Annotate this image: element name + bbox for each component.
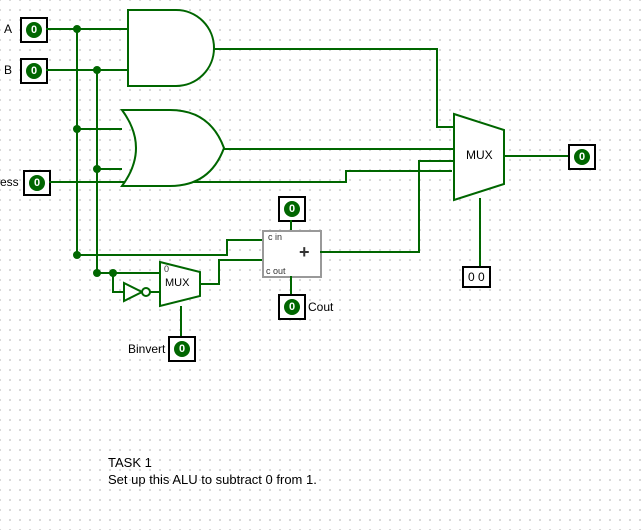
wire: [46, 28, 128, 30]
label-less: ess: [0, 175, 19, 189]
pin-a-value: 0: [26, 22, 42, 38]
pin-cin-value: 0: [284, 201, 300, 217]
wire: [96, 272, 160, 274]
adder: c in + c out: [262, 230, 322, 278]
pin-binvert-value: 0: [174, 341, 190, 357]
wire: [76, 254, 228, 256]
wire: [180, 306, 182, 336]
wire: [320, 251, 420, 253]
pin-b-value: 0: [26, 63, 42, 79]
not-gate: [122, 281, 152, 303]
label-b: B: [4, 63, 12, 77]
wire: [200, 283, 220, 285]
mux-big-label: MUX: [466, 148, 493, 162]
junction: [109, 269, 117, 277]
wire: [479, 198, 481, 266]
wire: [224, 148, 455, 150]
wire: [76, 28, 78, 256]
mux-small-label: MUX: [165, 277, 189, 289]
junction: [93, 269, 101, 277]
or-gate: [120, 108, 230, 188]
pin-cout-value: 0: [284, 299, 300, 315]
task-text: Set up this ALU to subtract 0 from 1.: [108, 472, 317, 487]
pin-result: 0: [568, 144, 596, 170]
junction: [93, 66, 101, 74]
wire: [504, 155, 568, 157]
wire: [226, 239, 263, 241]
mux-op-select-value: 0 0: [468, 270, 485, 284]
task-title: TASK 1: [108, 455, 152, 470]
pin-cout: 0: [278, 294, 306, 320]
wire: [218, 259, 220, 285]
adder-cin-label: c in: [268, 232, 282, 242]
pin-less[interactable]: 0: [23, 170, 51, 196]
wire: [345, 170, 452, 172]
junction: [73, 125, 81, 133]
wire: [418, 160, 420, 253]
wire: [418, 160, 453, 162]
wire: [226, 239, 228, 256]
wire: [214, 48, 438, 50]
pin-a[interactable]: 0: [20, 17, 48, 43]
mux-sel-0: 0: [164, 264, 169, 274]
adder-plus: +: [299, 242, 310, 263]
pin-cin[interactable]: 0: [278, 196, 306, 222]
pin-less-value: 0: [29, 175, 45, 191]
label-binvert: Binvert: [128, 342, 165, 356]
circuit-canvas: A 0 B 0 ess 0: [0, 0, 641, 530]
mux-op-select[interactable]: 0 0: [462, 266, 491, 288]
pin-b[interactable]: 0: [20, 58, 48, 84]
and-gate: [126, 8, 226, 88]
junction: [73, 251, 81, 259]
label-cout: Cout: [308, 300, 333, 314]
wire: [290, 276, 292, 294]
pin-binvert[interactable]: 0: [168, 336, 196, 362]
pin-result-value: 0: [574, 149, 590, 165]
junction: [93, 165, 101, 173]
wire: [46, 69, 128, 71]
junction: [73, 25, 81, 33]
adder-cout-label: c out: [266, 266, 286, 276]
wire: [76, 128, 122, 130]
label-a: A: [4, 22, 12, 36]
wire: [218, 259, 263, 261]
wire: [436, 48, 438, 128]
